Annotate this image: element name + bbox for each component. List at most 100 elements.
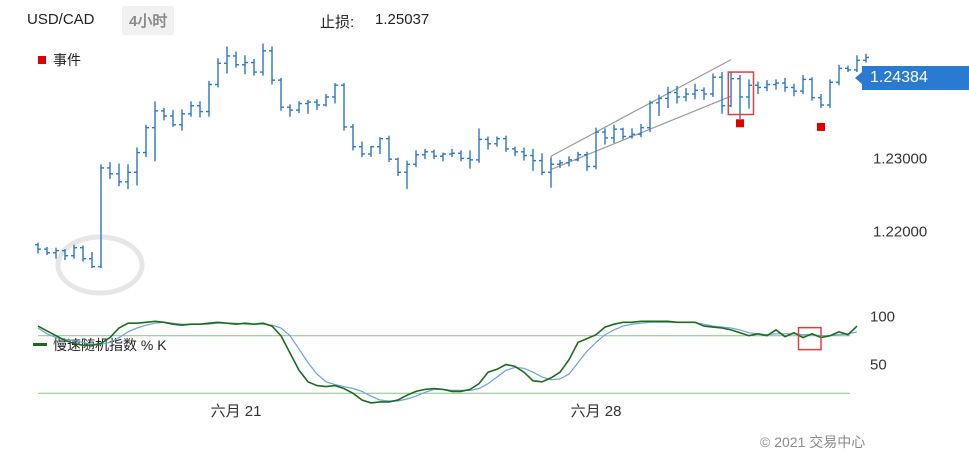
price-bar[interactable] [260, 43, 266, 76]
price-bar[interactable] [368, 145, 374, 157]
price-bar[interactable] [143, 124, 149, 157]
price-bar[interactable] [278, 77, 284, 111]
price-bar[interactable] [773, 79, 779, 90]
price-bar[interactable] [197, 101, 203, 118]
price-bar[interactable] [233, 51, 239, 68]
price-bar[interactable] [674, 85, 680, 104]
price-bar[interactable] [584, 151, 590, 171]
price-bar[interactable] [764, 80, 770, 92]
price-bar[interactable] [62, 249, 68, 261]
price-bar[interactable] [530, 148, 536, 171]
price-bar[interactable] [287, 104, 293, 117]
symbol-label[interactable]: USD/CAD [27, 11, 95, 28]
price-bar[interactable] [314, 99, 320, 111]
price-bar[interactable] [161, 107, 167, 121]
price-bar[interactable] [548, 157, 554, 188]
price-bar[interactable] [710, 73, 716, 97]
price-bar[interactable] [782, 77, 788, 92]
price-bar[interactable] [377, 137, 383, 155]
price-bar[interactable] [629, 128, 635, 139]
price-bar[interactable] [35, 242, 41, 254]
price-bar[interactable] [512, 146, 518, 157]
price-bar[interactable] [242, 55, 248, 75]
price-bar[interactable] [791, 83, 797, 97]
price-bar[interactable] [251, 58, 257, 76]
price-bar[interactable] [215, 58, 221, 88]
price-bar[interactable] [683, 88, 689, 102]
price-bar[interactable] [476, 128, 482, 163]
price-bar[interactable] [521, 147, 527, 161]
price-bar[interactable] [701, 87, 707, 100]
price-bar[interactable] [116, 163, 122, 187]
price-bar[interactable] [665, 86, 671, 108]
price-bar[interactable] [449, 148, 455, 157]
timeframe-button[interactable]: 4小时 [122, 6, 175, 35]
price-bar[interactable] [737, 75, 743, 119]
price-bar[interactable] [809, 77, 815, 101]
price-bar[interactable] [503, 135, 509, 152]
price-bar[interactable] [647, 100, 653, 133]
price-bar[interactable] [638, 124, 644, 138]
price-bar[interactable] [413, 150, 419, 168]
price-bar[interactable] [440, 152, 446, 162]
price-bar[interactable] [107, 162, 113, 179]
price-bar[interactable] [566, 156, 572, 167]
price-bar[interactable] [350, 124, 356, 151]
price-bar[interactable] [80, 245, 86, 262]
price-bar[interactable] [395, 157, 401, 176]
event-marker-icon [38, 56, 46, 64]
price-bar[interactable] [53, 247, 59, 259]
price-bar[interactable] [431, 149, 437, 160]
price-bar[interactable] [575, 151, 581, 162]
price-bar[interactable] [755, 81, 761, 95]
price-bar[interactable] [224, 46, 230, 74]
price-bar[interactable] [557, 159, 563, 168]
price-bar[interactable] [539, 153, 545, 176]
price-bar[interactable] [305, 99, 311, 114]
stoch-k-line [37, 320, 858, 404]
price-bar[interactable] [152, 101, 158, 162]
price-bar[interactable] [170, 110, 176, 127]
price-bar[interactable] [89, 252, 95, 269]
price-bar[interactable] [359, 141, 365, 157]
price-bar[interactable] [206, 80, 212, 117]
price-bar[interactable] [827, 79, 833, 108]
price-bar[interactable] [179, 109, 185, 131]
price-bar[interactable] [188, 101, 194, 117]
price-bar[interactable] [719, 72, 725, 114]
price-bar[interactable] [269, 46, 275, 85]
event-marker[interactable] [817, 122, 825, 131]
price-bar[interactable] [836, 64, 842, 86]
price-bar[interactable] [422, 148, 428, 160]
price-bar[interactable] [98, 164, 104, 269]
price-bar[interactable] [71, 244, 77, 259]
event-marker[interactable] [736, 119, 744, 128]
price-bar[interactable] [386, 135, 392, 163]
price-bar[interactable] [125, 164, 131, 190]
price-bar[interactable] [656, 94, 662, 116]
price-bar[interactable] [620, 127, 626, 140]
price-bar[interactable] [458, 150, 464, 162]
price-bar[interactable] [323, 94, 329, 107]
price-bar[interactable] [404, 160, 410, 190]
stoch-highlight-box [797, 326, 822, 351]
price-bar[interactable] [845, 65, 851, 73]
price-bar[interactable] [485, 136, 491, 150]
price-bar[interactable] [800, 75, 806, 95]
price-bar[interactable] [332, 83, 338, 104]
price-bar[interactable] [854, 55, 860, 73]
price-bar[interactable] [818, 94, 824, 108]
price-bar[interactable] [296, 101, 302, 114]
price-bar[interactable] [494, 136, 500, 147]
price-bar[interactable] [746, 79, 752, 109]
price-bar[interactable] [341, 83, 347, 131]
price-bar[interactable] [44, 246, 50, 255]
price-bar[interactable] [602, 128, 608, 145]
price-bar[interactable] [692, 83, 698, 100]
price-bar[interactable] [863, 53, 869, 63]
price-bar[interactable] [611, 124, 617, 144]
price-bar[interactable] [467, 150, 473, 169]
price-bar[interactable] [593, 127, 599, 170]
price-bar[interactable] [134, 147, 140, 186]
